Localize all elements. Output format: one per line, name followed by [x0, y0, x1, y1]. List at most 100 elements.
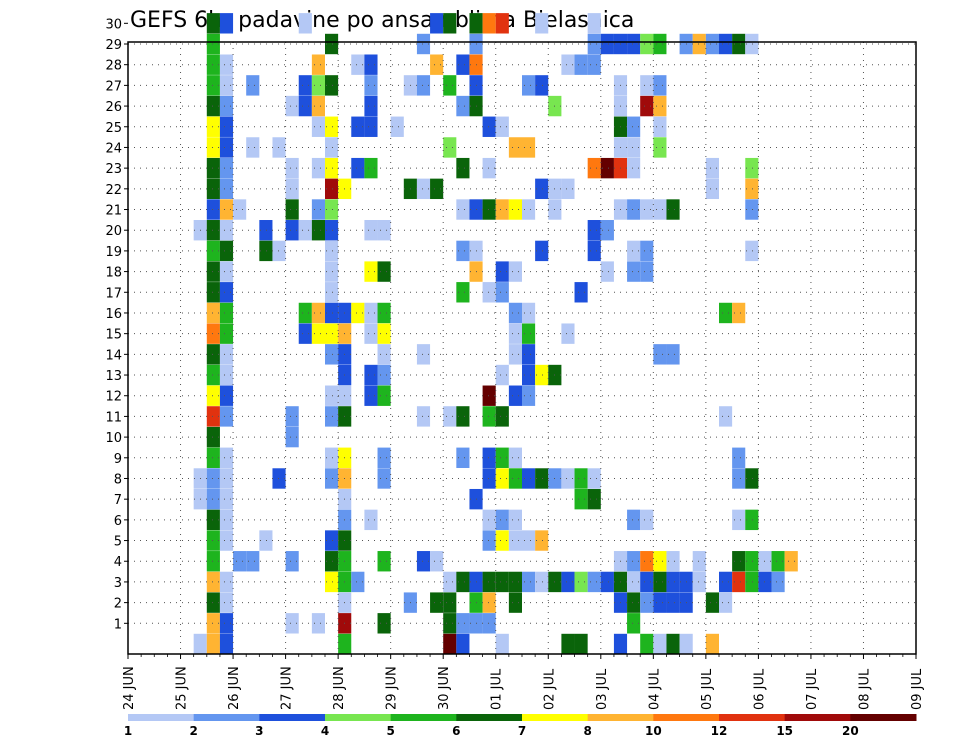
y-tick-label: 15 [105, 328, 122, 343]
heatmap-cell [219, 406, 234, 427]
heatmap-cell [219, 282, 234, 303]
heatmap-cell [495, 364, 509, 386]
heatmap-cell [640, 571, 654, 593]
heatmap-cell [377, 613, 391, 634]
x-tick-label: 25 JUN [175, 666, 190, 710]
heatmap-cell [574, 571, 588, 593]
x-tick-label: 06 JUL [752, 668, 767, 710]
heatmap-cell [377, 551, 391, 572]
heatmap-cell [508, 199, 522, 220]
heatmap-cell [627, 137, 641, 158]
heatmap-cell [600, 571, 614, 593]
heatmap-cell [522, 364, 536, 386]
heatmap-cell [246, 137, 260, 158]
heatmap-cell [535, 13, 549, 34]
heatmap-cell [285, 551, 299, 572]
x-tick-label: 07 JUL [805, 668, 820, 710]
heatmap-cell [719, 406, 733, 427]
heatmap-cell [732, 509, 746, 531]
y-tick-label: 16 [105, 307, 122, 322]
heatmap-cell [325, 551, 339, 572]
heatmap-cell [325, 468, 339, 489]
y-tick-label: 11 [105, 410, 122, 425]
heatmap-cell [561, 54, 575, 75]
heatmap-cell [692, 33, 706, 55]
heatmap-cell [311, 220, 325, 241]
heatmap-cell [219, 137, 234, 158]
heatmap-cell [298, 220, 312, 241]
heatmap-cell [206, 530, 220, 551]
heatmap-cell [259, 240, 273, 262]
heatmap-cell [377, 385, 391, 406]
heatmap-cell [587, 54, 601, 75]
y-tick-label: 4 [114, 555, 122, 570]
heatmap-cell [219, 157, 234, 179]
heatmap-cell [508, 323, 522, 344]
heatmap-cell [377, 220, 391, 241]
heatmap-cell [206, 344, 220, 365]
heatmap-cell [298, 302, 312, 324]
heatmap-cell [298, 75, 312, 96]
heatmap-cell [705, 157, 719, 179]
heatmap-cell [325, 406, 339, 427]
legend-swatch [456, 714, 523, 721]
heatmap-cell [627, 613, 641, 634]
heatmap-cell [561, 633, 575, 655]
heatmap-cell [219, 199, 234, 220]
heatmap-cell [206, 261, 220, 282]
heatmap-cell [705, 33, 719, 55]
heatmap-cell [206, 220, 220, 241]
heatmap-cell [325, 33, 339, 55]
heatmap-cell [469, 13, 483, 34]
heatmap-cell [206, 488, 220, 510]
heatmap-cells [193, 13, 798, 655]
heatmap-cell [456, 406, 470, 427]
heatmap-cell [377, 344, 391, 365]
heatmap-cell [219, 302, 234, 324]
heatmap-cell [219, 13, 234, 34]
heatmap-cell [311, 323, 325, 344]
heatmap-cell [285, 406, 299, 427]
heatmap-cell [508, 447, 522, 468]
heatmap-cell [206, 116, 220, 137]
heatmap-cell [666, 551, 680, 572]
y-tick-label: 9 [114, 452, 122, 467]
heatmap-cell [285, 157, 299, 179]
heatmap-cell [298, 95, 312, 117]
heatmap-cell [535, 240, 549, 262]
heatmap-cell [206, 447, 220, 468]
heatmap-cell [732, 447, 746, 468]
heatmap-cell [233, 199, 247, 220]
heatmap-cell [219, 95, 234, 117]
color-legend: 1 2 3 4 5 6 7 8 10 12 15 20 [124, 714, 917, 738]
legend-label: 3 [255, 724, 263, 738]
heatmap-cell [640, 633, 654, 655]
heatmap-cell [666, 633, 680, 655]
heatmap-cell [206, 592, 220, 613]
heatmap-cell [574, 282, 588, 303]
heatmap-cell [719, 571, 733, 593]
legend-label: 10 [645, 724, 662, 738]
heatmap-cell [561, 323, 575, 344]
heatmap-cell [364, 75, 378, 96]
heatmap-cell [600, 220, 614, 241]
y-tick-label: 17 [105, 286, 122, 301]
heatmap-cell [495, 13, 509, 34]
heatmap-cell [325, 282, 339, 303]
heatmap-cell [325, 571, 339, 593]
heatmap-cell [574, 488, 588, 510]
legend-label: 5 [386, 724, 394, 738]
y-tick-label: 3 [114, 576, 122, 591]
heatmap-cell [351, 157, 365, 179]
heatmap-cell [233, 551, 247, 572]
heatmap-cell [653, 571, 667, 593]
heatmap-cell [219, 385, 234, 406]
heatmap-cell [285, 199, 299, 220]
heatmap-cell [206, 240, 220, 262]
heatmap-cell [508, 385, 522, 406]
heatmap-cell [508, 530, 522, 551]
heatmap-cell [482, 199, 496, 220]
heatmap-cell [508, 509, 522, 531]
heatmap-cell [535, 178, 549, 200]
heatmap-cell [285, 220, 299, 241]
